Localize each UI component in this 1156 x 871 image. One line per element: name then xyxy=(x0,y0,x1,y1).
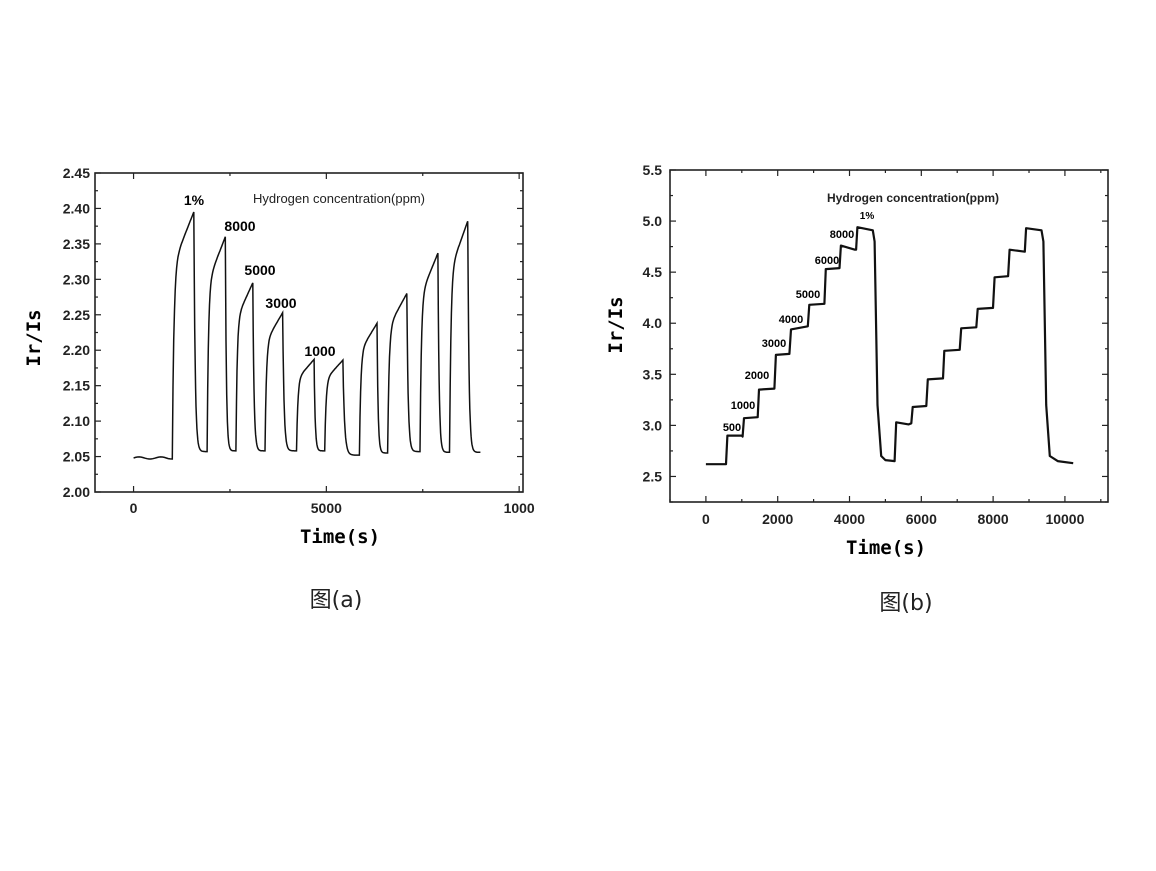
plot-frame xyxy=(94,172,524,493)
x-tick-label: 6000 xyxy=(906,511,937,527)
x-axis-label: Time(s) xyxy=(846,537,926,559)
y-tick-label: 4.5 xyxy=(643,264,663,280)
x-axis-label: Time(s) xyxy=(300,526,380,548)
x-tick-label: 0 xyxy=(702,511,710,527)
annotation-label: 5000 xyxy=(244,262,275,278)
annotation-label: 8000 xyxy=(224,218,255,234)
annotation-label: 1000 xyxy=(304,343,335,359)
annotation-label: 1000 xyxy=(731,400,755,412)
y-axis-label: Ir/Is xyxy=(605,296,627,353)
legend-title: Hydrogen concentration(ppm) xyxy=(253,191,425,206)
x-tick-label: 5000 xyxy=(311,500,342,516)
y-axis-label: Ir/Is xyxy=(23,309,45,366)
annotation-label: 1% xyxy=(860,211,875,222)
chart-b: Hydrogen concentration(ppm) 1% 8000 6000… xyxy=(605,162,1109,559)
x-tick-label: 0 xyxy=(130,500,138,516)
y-tick-label: 2.30 xyxy=(63,271,90,287)
y-tick-label: 2.15 xyxy=(63,378,90,394)
x-tick-label: 10000 xyxy=(1045,511,1084,527)
annotation-label: 6000 xyxy=(815,255,839,267)
x-tick-label: 4000 xyxy=(834,511,865,527)
annotation-label: 5000 xyxy=(796,289,820,301)
annotation-label: 3000 xyxy=(762,338,786,350)
annotation-label: 4000 xyxy=(779,314,803,326)
x-tick-label: 8000 xyxy=(978,511,1009,527)
y-tick-label: 2.10 xyxy=(63,413,90,429)
y-tick-label: 2.05 xyxy=(63,449,90,465)
series-line xyxy=(133,211,481,460)
y-tick-label: 3.0 xyxy=(643,417,663,433)
y-tick-label: 3.5 xyxy=(643,366,663,382)
y-tick-label: 5.5 xyxy=(643,162,663,178)
caption-a: 图(a) xyxy=(309,588,363,613)
y-tick-label: 2.25 xyxy=(63,307,90,323)
y-tick-label: 2.00 xyxy=(63,484,90,500)
legend-title: Hydrogen concentration(ppm) xyxy=(827,191,999,205)
annotation-label: 8000 xyxy=(830,229,854,241)
y-tick-label: 2.5 xyxy=(643,468,663,484)
y-tick-label: 5.0 xyxy=(643,213,663,229)
annotation-label: 3000 xyxy=(265,295,296,311)
y-tick-label: 2.35 xyxy=(63,236,90,252)
plot-frame xyxy=(669,169,1109,503)
caption-b: 图(b) xyxy=(879,591,933,616)
series-line xyxy=(705,226,1074,466)
y-tick-label: 2.45 xyxy=(63,165,90,181)
y-tick-label: 2.20 xyxy=(63,342,90,358)
x-tick-label: 2000 xyxy=(762,511,793,527)
annotation-label: 2000 xyxy=(745,370,769,382)
y-tick-label: 4.0 xyxy=(643,315,663,331)
y-tick-label: 2.40 xyxy=(63,200,90,216)
chart-a: Hydrogen concentration(ppm) 1% 8000 5000… xyxy=(23,165,535,548)
annotation-label: 500 xyxy=(723,422,741,434)
annotation-label: 1% xyxy=(184,192,205,208)
x-tick-label: 1000 xyxy=(504,500,535,516)
